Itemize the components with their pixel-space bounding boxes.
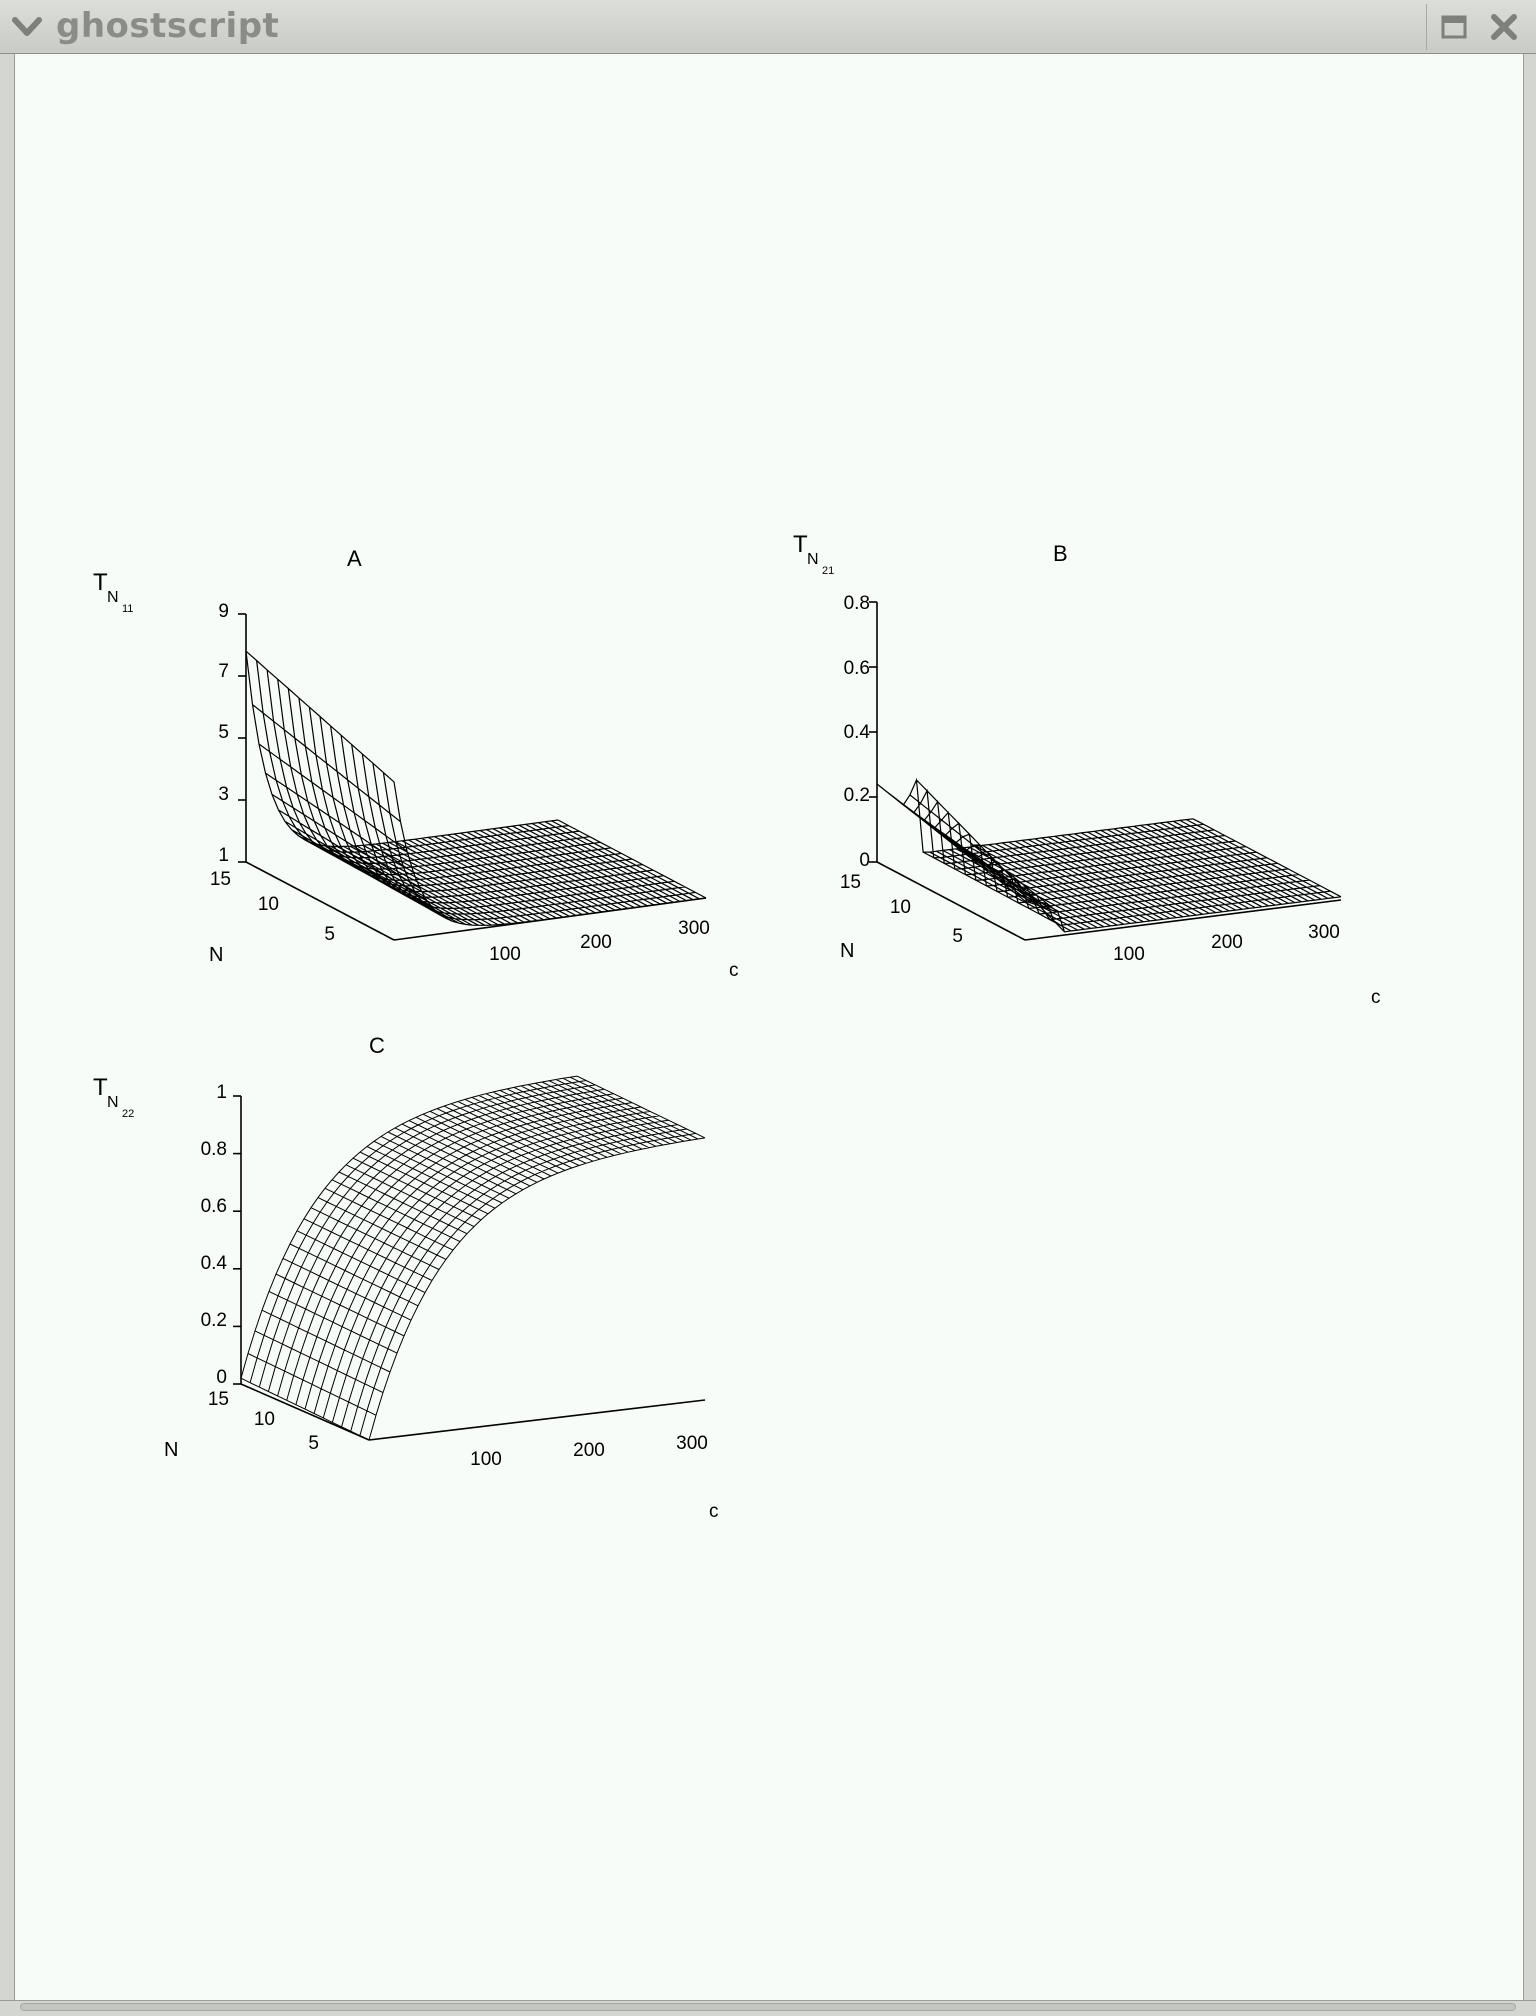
chevron-down-icon[interactable]	[6, 10, 48, 44]
panel-c-ntick: 5	[308, 1433, 319, 1454]
surface-a-wireframe	[246, 651, 706, 925]
panel-c-label: C	[369, 1033, 385, 1058]
surface-c	[233, 1076, 705, 1440]
panel-b-ntick: 5	[952, 926, 963, 947]
panel-b-clabel: c	[1371, 987, 1381, 1008]
panel-a-ntick: 15	[210, 869, 231, 890]
panel-a-ztick: 1	[218, 845, 229, 866]
horizontal-scrollbar[interactable]	[20, 2003, 1516, 2011]
window-title: ghostscript	[56, 6, 279, 46]
panel-b-ztick: 0	[859, 850, 870, 871]
surface-c-c-axis	[369, 1400, 705, 1440]
panel-c-zlabel: T	[93, 1074, 108, 1101]
panel-c: C T N 22 1 0.8 0.6 0.4 0.2 0 15 10 5 N 1…	[93, 1033, 719, 1522]
panel-a: A T N 11 9 7 5 3 1 15 10 5 N 100 200 300…	[93, 546, 739, 981]
panel-a-ntick: 10	[258, 894, 279, 915]
panel-b-zlabel-subsub: 21	[822, 565, 834, 577]
panel-a-nlabel: N	[209, 944, 223, 966]
panel-c-ztick: 0.6	[201, 1196, 227, 1217]
panel-a-ztick: 9	[218, 601, 229, 622]
panel-c-ztick: 0.2	[201, 1310, 227, 1331]
panel-c-ntick: 15	[208, 1389, 229, 1410]
panel-b-zlabel: T	[793, 531, 808, 558]
panel-b-ztick: 0.4	[844, 722, 871, 743]
surface-b	[869, 602, 1341, 940]
panel-a-label: A	[347, 546, 362, 571]
panel-a-ctick: 100	[489, 944, 521, 965]
surface-a	[238, 614, 706, 940]
panel-c-ctick: 200	[573, 1440, 605, 1461]
panel-c-ztick: 1	[216, 1082, 227, 1103]
panel-b-ntick: 15	[840, 872, 861, 893]
panel-a-clabel: c	[729, 960, 739, 981]
panel-b-ctick: 300	[1308, 922, 1340, 943]
panel-a-ztick: 7	[218, 661, 229, 682]
panel-b-label: B	[1053, 541, 1068, 566]
panel-b-nlabel: N	[840, 940, 854, 962]
surface-c-wireframe	[241, 1076, 705, 1440]
panel-c-clabel: c	[709, 1501, 719, 1522]
panel-a-ntick: 5	[324, 924, 335, 945]
panel-c-ctick: 100	[470, 1449, 502, 1470]
panel-c-nlabel: N	[164, 1439, 178, 1461]
panel-b-ztick: 0.2	[844, 785, 870, 806]
panel-a-zlabel-subsub: 11	[122, 603, 133, 615]
panel-c-ztick: 0	[216, 1367, 227, 1388]
panel-b-ctick: 200	[1211, 932, 1243, 953]
figure-svg: A T N 11 9 7 5 3 1 15 10 5 N 100 200 300…	[15, 54, 1523, 2002]
panel-a-ztick: 3	[218, 784, 229, 805]
panel-a-ctick: 300	[678, 918, 710, 939]
panel-b-ntick: 10	[890, 897, 911, 918]
close-icon[interactable]	[1484, 8, 1524, 46]
panel-b-ztick: 0.6	[844, 658, 870, 679]
panel-c-zlabel-subsub: 22	[122, 1108, 134, 1120]
title-bar[interactable]: ghostscript	[0, 0, 1536, 54]
panel-b-ztick: 0.8	[844, 593, 870, 614]
panel-c-zlabel-sub: N	[107, 1094, 119, 1111]
panel-b-zlabel-sub: N	[807, 551, 819, 568]
panel-a-zlabel: T	[93, 569, 108, 596]
panel-b: B T N 21 0.8 0.6 0.4 0.2 0 15 10 5 N 100…	[793, 531, 1381, 1008]
title-separator	[1426, 4, 1427, 50]
panel-c-ztick: 0.4	[201, 1253, 228, 1274]
surface-mesh-layer	[233, 602, 1341, 1440]
panel-a-ztick: 5	[218, 722, 229, 743]
panel-a-ctick: 200	[580, 932, 612, 953]
panel-b-ctick: 100	[1113, 944, 1145, 965]
panel-c-ctick: 300	[676, 1433, 708, 1454]
panel-a-zlabel-sub: N	[107, 589, 119, 606]
panel-c-ntick: 10	[254, 1409, 275, 1430]
panel-c-ztick: 0.8	[201, 1139, 227, 1160]
document-canvas: A T N 11 9 7 5 3 1 15 10 5 N 100 200 300…	[14, 54, 1524, 2002]
maximize-icon[interactable]	[1434, 8, 1474, 46]
